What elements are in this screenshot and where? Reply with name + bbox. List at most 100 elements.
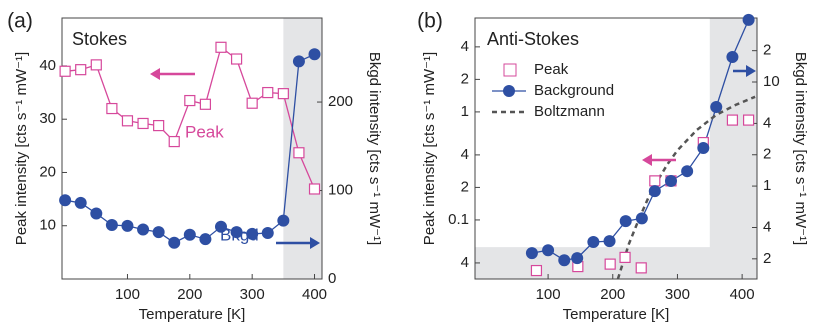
marker-circle [697, 142, 710, 155]
marker-square [184, 94, 196, 107]
arrow-head [746, 65, 756, 77]
legend: Peak Background Boltzmann [492, 61, 614, 120]
marker-circle [619, 215, 632, 228]
marker-circle [230, 226, 243, 239]
marker-circle [152, 226, 165, 239]
marker-square [90, 59, 102, 71]
y2-tick-label: 1 [763, 177, 771, 194]
y2-axis-label: Bkgd intensity [cts s⁻¹ mW⁻¹] [792, 52, 809, 245]
series-annotation: Peak [185, 122, 224, 141]
marker-square [530, 264, 543, 277]
marker-circle [726, 50, 739, 63]
marker-square [59, 65, 71, 77]
y2-tick-label: 0 [328, 270, 336, 287]
x-tick-label: 300 [665, 286, 690, 303]
panel-label: (a) [7, 10, 33, 33]
marker-circle [199, 233, 212, 246]
marker-square [230, 53, 243, 65]
marker-circle [603, 235, 616, 248]
legend-label: Boltzmann [534, 103, 605, 120]
plot-area [64, 46, 316, 244]
marker-circle [59, 194, 72, 207]
y-tick-label: 30 [39, 110, 56, 127]
marker-circle [681, 165, 694, 178]
marker-circle [742, 13, 755, 26]
y2-tick-label: 100 [328, 181, 353, 198]
y-tick-label: 40 [39, 57, 56, 74]
y2-axis-label: Bkgd intensity [cts s⁻¹ mW⁻¹] [366, 52, 383, 245]
y-axis-label: Peak intensity [cts s⁻¹ mW⁻¹] [421, 52, 438, 245]
y2-tick-label: 2 [763, 146, 771, 163]
y2-tick-label: 2 [763, 42, 771, 59]
marker-square [153, 119, 165, 132]
y-axis-label: Peak intensity [cts s⁻¹ mW⁻¹] [13, 52, 30, 245]
marker-square [619, 251, 631, 264]
marker-square [199, 98, 212, 110]
marker-circle [587, 236, 600, 249]
y-tick-label: 0.1 [448, 211, 469, 228]
marker-circle [261, 226, 274, 239]
plot-frame [474, 17, 758, 280]
legend-circle [503, 85, 515, 97]
marker-square [215, 41, 227, 53]
x-tick-label: 200 [177, 286, 202, 303]
marker-circle [105, 219, 118, 232]
y2-tick-label: 4 [763, 114, 771, 131]
marker-circle [308, 48, 321, 61]
y-tick-label: 4 [461, 146, 469, 163]
y2-tick-label: 2 [763, 250, 771, 267]
panel-title: Stokes [72, 29, 127, 49]
x-tick-label: 400 [730, 286, 755, 303]
y-tick-label: 4 [461, 254, 469, 271]
panel-title: Anti-Stokes [487, 29, 579, 49]
marker-circle [710, 101, 723, 114]
marker-square [649, 175, 661, 187]
x-tick-label: 200 [600, 286, 625, 303]
y2-tick-label: 10 [763, 73, 780, 90]
marker-circle [90, 207, 103, 220]
marker-circle [542, 244, 555, 257]
x-tick-label: 100 [536, 286, 561, 303]
x-axis-label: Temperature [K] [139, 306, 246, 323]
y-tick-label: 1 [461, 103, 469, 120]
y-tick-label: 10 [39, 217, 56, 234]
x-tick-label: 300 [240, 286, 265, 303]
marker-circle [121, 219, 134, 232]
marker-square [137, 117, 149, 130]
marker-square [121, 115, 134, 127]
arrows [150, 65, 756, 249]
marker-circle [558, 254, 571, 267]
marker-circle [571, 252, 584, 265]
marker-square [604, 258, 616, 270]
marker-square [726, 114, 739, 126]
marker-circle [74, 196, 87, 209]
y-tick-label: 4 [461, 38, 469, 55]
marker-square [106, 102, 118, 115]
marker-square [635, 262, 647, 274]
marker-square [742, 114, 755, 126]
shaded-region [475, 18, 757, 279]
marker-circle [664, 174, 677, 187]
marker-square [262, 86, 274, 99]
x-axis-label: Temperature [K] [563, 306, 670, 323]
arrow-head [310, 237, 320, 249]
marker-circle [277, 214, 290, 227]
marker-circle [168, 236, 181, 249]
marker-circle [183, 228, 196, 241]
marker-circle [648, 185, 661, 198]
legend-label: Peak [534, 61, 569, 78]
arrow-head [150, 68, 160, 80]
marker-square [277, 88, 289, 100]
marker-circle [137, 223, 150, 236]
marker-circle [292, 55, 305, 68]
series-line [65, 46, 316, 190]
marker-square [168, 135, 180, 148]
marker-circle [525, 247, 538, 260]
panel: 100 200 300 400 4 0.1 2 4 1 2 4 2 4 1 2 4 10 2 Temperature… [417, 10, 809, 323]
marker-square [308, 183, 321, 195]
plot-frame [61, 17, 323, 280]
y2-tick-label: 200 [328, 93, 353, 110]
marker-circle [214, 220, 227, 233]
